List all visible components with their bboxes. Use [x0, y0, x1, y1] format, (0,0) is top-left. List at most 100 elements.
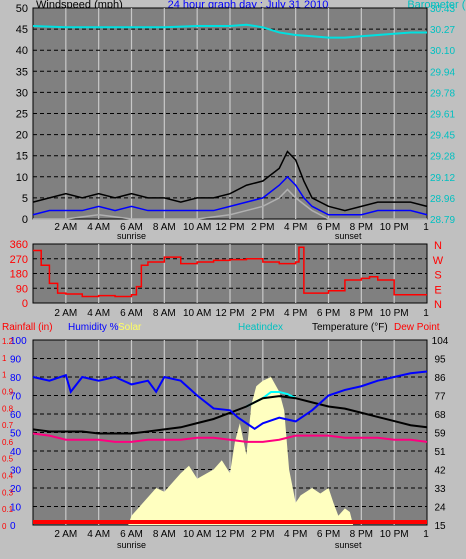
- temperature-tick-label: 59: [434, 429, 446, 440]
- time-tick-label: 10 PM: [380, 308, 409, 319]
- windspeed-tick-label: 35: [16, 66, 28, 78]
- barometer-tick-label: 30.10: [430, 46, 455, 57]
- humidity-tick-label: 80: [10, 373, 22, 384]
- series-barometer-line: [32, 23, 427, 39]
- series-dewpoint-line: [32, 432, 428, 443]
- barometer-tick-label: 29.45: [430, 131, 455, 142]
- time-tick-label: 10 AM: [183, 222, 211, 233]
- humidity-tick-label: 20: [10, 484, 22, 495]
- compass-point-label: E: [434, 284, 441, 296]
- temperature-axis-title: Temperature (°F): [312, 322, 388, 333]
- humidity-axis-title: Humidity %: [68, 322, 119, 333]
- temperature-tick-label: 104: [432, 336, 449, 347]
- humidity-tick-label: 50: [10, 429, 22, 440]
- time-tick-label: 2 PM: [251, 308, 274, 319]
- barometer-tick-label: 30.27: [430, 25, 455, 36]
- humidity-tick-label: 40: [10, 447, 22, 458]
- series-wind-gust-line: [32, 150, 428, 212]
- time-tick-label: 4 PM: [284, 308, 307, 319]
- compass-point-label: S: [434, 270, 441, 282]
- series-wind-avg-line: [32, 175, 428, 216]
- time-tick-label: 8 AM: [153, 308, 176, 319]
- rainfall-tick-label: 0.3: [2, 488, 14, 497]
- time-tick-label: 6 AM: [120, 529, 143, 540]
- time-tick-label: 8 PM: [350, 529, 373, 540]
- series-temperature-line: [32, 395, 428, 435]
- dewpoint-axis-title: Dew Point: [394, 322, 440, 333]
- temperature-tick-label: 68: [434, 410, 446, 421]
- time-tick-label: 1: [423, 529, 429, 540]
- barometer-tick-label: 29.28: [430, 152, 455, 163]
- direction-tick-label: 360: [10, 239, 28, 251]
- barometer-tick-label: 29.78: [430, 88, 455, 99]
- barometer-axis-title: Barometer (in.): [407, 0, 466, 11]
- sunrise-label: sunrise: [117, 231, 146, 241]
- time-tick-label: 12 PM: [216, 308, 245, 319]
- sunset-label: sunset: [335, 540, 362, 550]
- time-tick-label: 6 AM: [120, 222, 143, 233]
- temperature-tick-label: 86: [434, 373, 446, 384]
- heatindex-axis-title: Heatindex: [238, 322, 283, 333]
- rainfall-axis-title: Rainfall (in): [2, 322, 53, 333]
- windspeed-tick-label: 45: [16, 24, 28, 36]
- series-rain-bar: [33, 520, 427, 524]
- windspeed-tick-label: 5: [22, 193, 28, 205]
- barometer-tick-label: 28.96: [430, 194, 455, 205]
- time-tick-label: 2 PM: [251, 222, 274, 233]
- series-solar-area: [128, 377, 354, 525]
- windspeed-tick-label: 20: [16, 130, 28, 142]
- rainfall-tick-label: 0.6: [2, 438, 14, 447]
- rainfall-tick-label: 0.1: [2, 505, 14, 514]
- humidity-tick-label: 100: [10, 336, 27, 347]
- rainfall-tick-label: 0.5: [2, 455, 14, 464]
- time-tick-label: 2 AM: [54, 308, 77, 319]
- temperature-tick-label: 24: [434, 503, 446, 514]
- time-tick-label: 6 AM: [120, 308, 143, 319]
- windspeed-axis-title: Windspeed (mph): [36, 0, 123, 11]
- solar-axis-title: Solar: [118, 322, 142, 333]
- time-tick-label: 4 PM: [284, 222, 307, 233]
- time-tick-label: 8 AM: [153, 222, 176, 233]
- rainfall-tick-label: 1: [2, 371, 7, 380]
- windspeed-tick-label: 0: [22, 214, 28, 226]
- windspeed-tick-label: 10: [16, 172, 28, 184]
- series-direction-line: [33, 246, 427, 298]
- time-tick-label: 2 PM: [251, 529, 274, 540]
- compass-point-label: N: [434, 240, 442, 252]
- humidity-tick-label: 90: [10, 355, 22, 366]
- direction-tick-label: 0: [22, 298, 28, 310]
- temperature-tick-label: 33: [434, 484, 446, 495]
- humidity-tick-label: 70: [10, 392, 22, 403]
- time-tick-label: 4 AM: [87, 308, 110, 319]
- time-tick-label: 4 AM: [87, 529, 110, 540]
- temperature-tick-label: 77: [434, 392, 446, 403]
- direction-tick-label: 90: [16, 283, 28, 295]
- time-tick-label: 1: [423, 308, 429, 319]
- windspeed-tick-label: 30: [16, 87, 28, 99]
- rainfall-tick-label: 0: [2, 522, 7, 531]
- direction-tick-label: 270: [10, 254, 28, 266]
- time-tick-label: 4 PM: [284, 529, 307, 540]
- series-humidity-line: [32, 370, 428, 431]
- rainfall-tick-label: 1.2: [2, 337, 14, 346]
- time-tick-label: 10 PM: [380, 222, 409, 233]
- time-tick-label: 4 AM: [87, 222, 110, 233]
- time-tick-label: 2 AM: [54, 222, 77, 233]
- barometer-tick-label: 29.12: [430, 173, 455, 184]
- time-tick-label: 8 PM: [350, 308, 373, 319]
- barometer-tick-label: 29.61: [430, 110, 455, 121]
- rainfall-tick-label: 0.7: [2, 421, 14, 430]
- windspeed-tick-label: 50: [16, 3, 28, 15]
- windspeed-tick-label: 40: [16, 45, 28, 57]
- time-tick-label: 12 PM: [216, 222, 245, 233]
- time-tick-label: 10 PM: [380, 529, 409, 540]
- temperature-tick-label: 95: [434, 355, 446, 366]
- rainfall-tick-label: 0.4: [2, 472, 14, 481]
- windspeed-tick-label: 15: [16, 151, 28, 163]
- time-tick-label: 1: [423, 222, 429, 233]
- time-tick-label: 8 AM: [153, 529, 176, 540]
- time-tick-label: 2 AM: [54, 529, 77, 540]
- time-tick-label: 6 PM: [317, 308, 340, 319]
